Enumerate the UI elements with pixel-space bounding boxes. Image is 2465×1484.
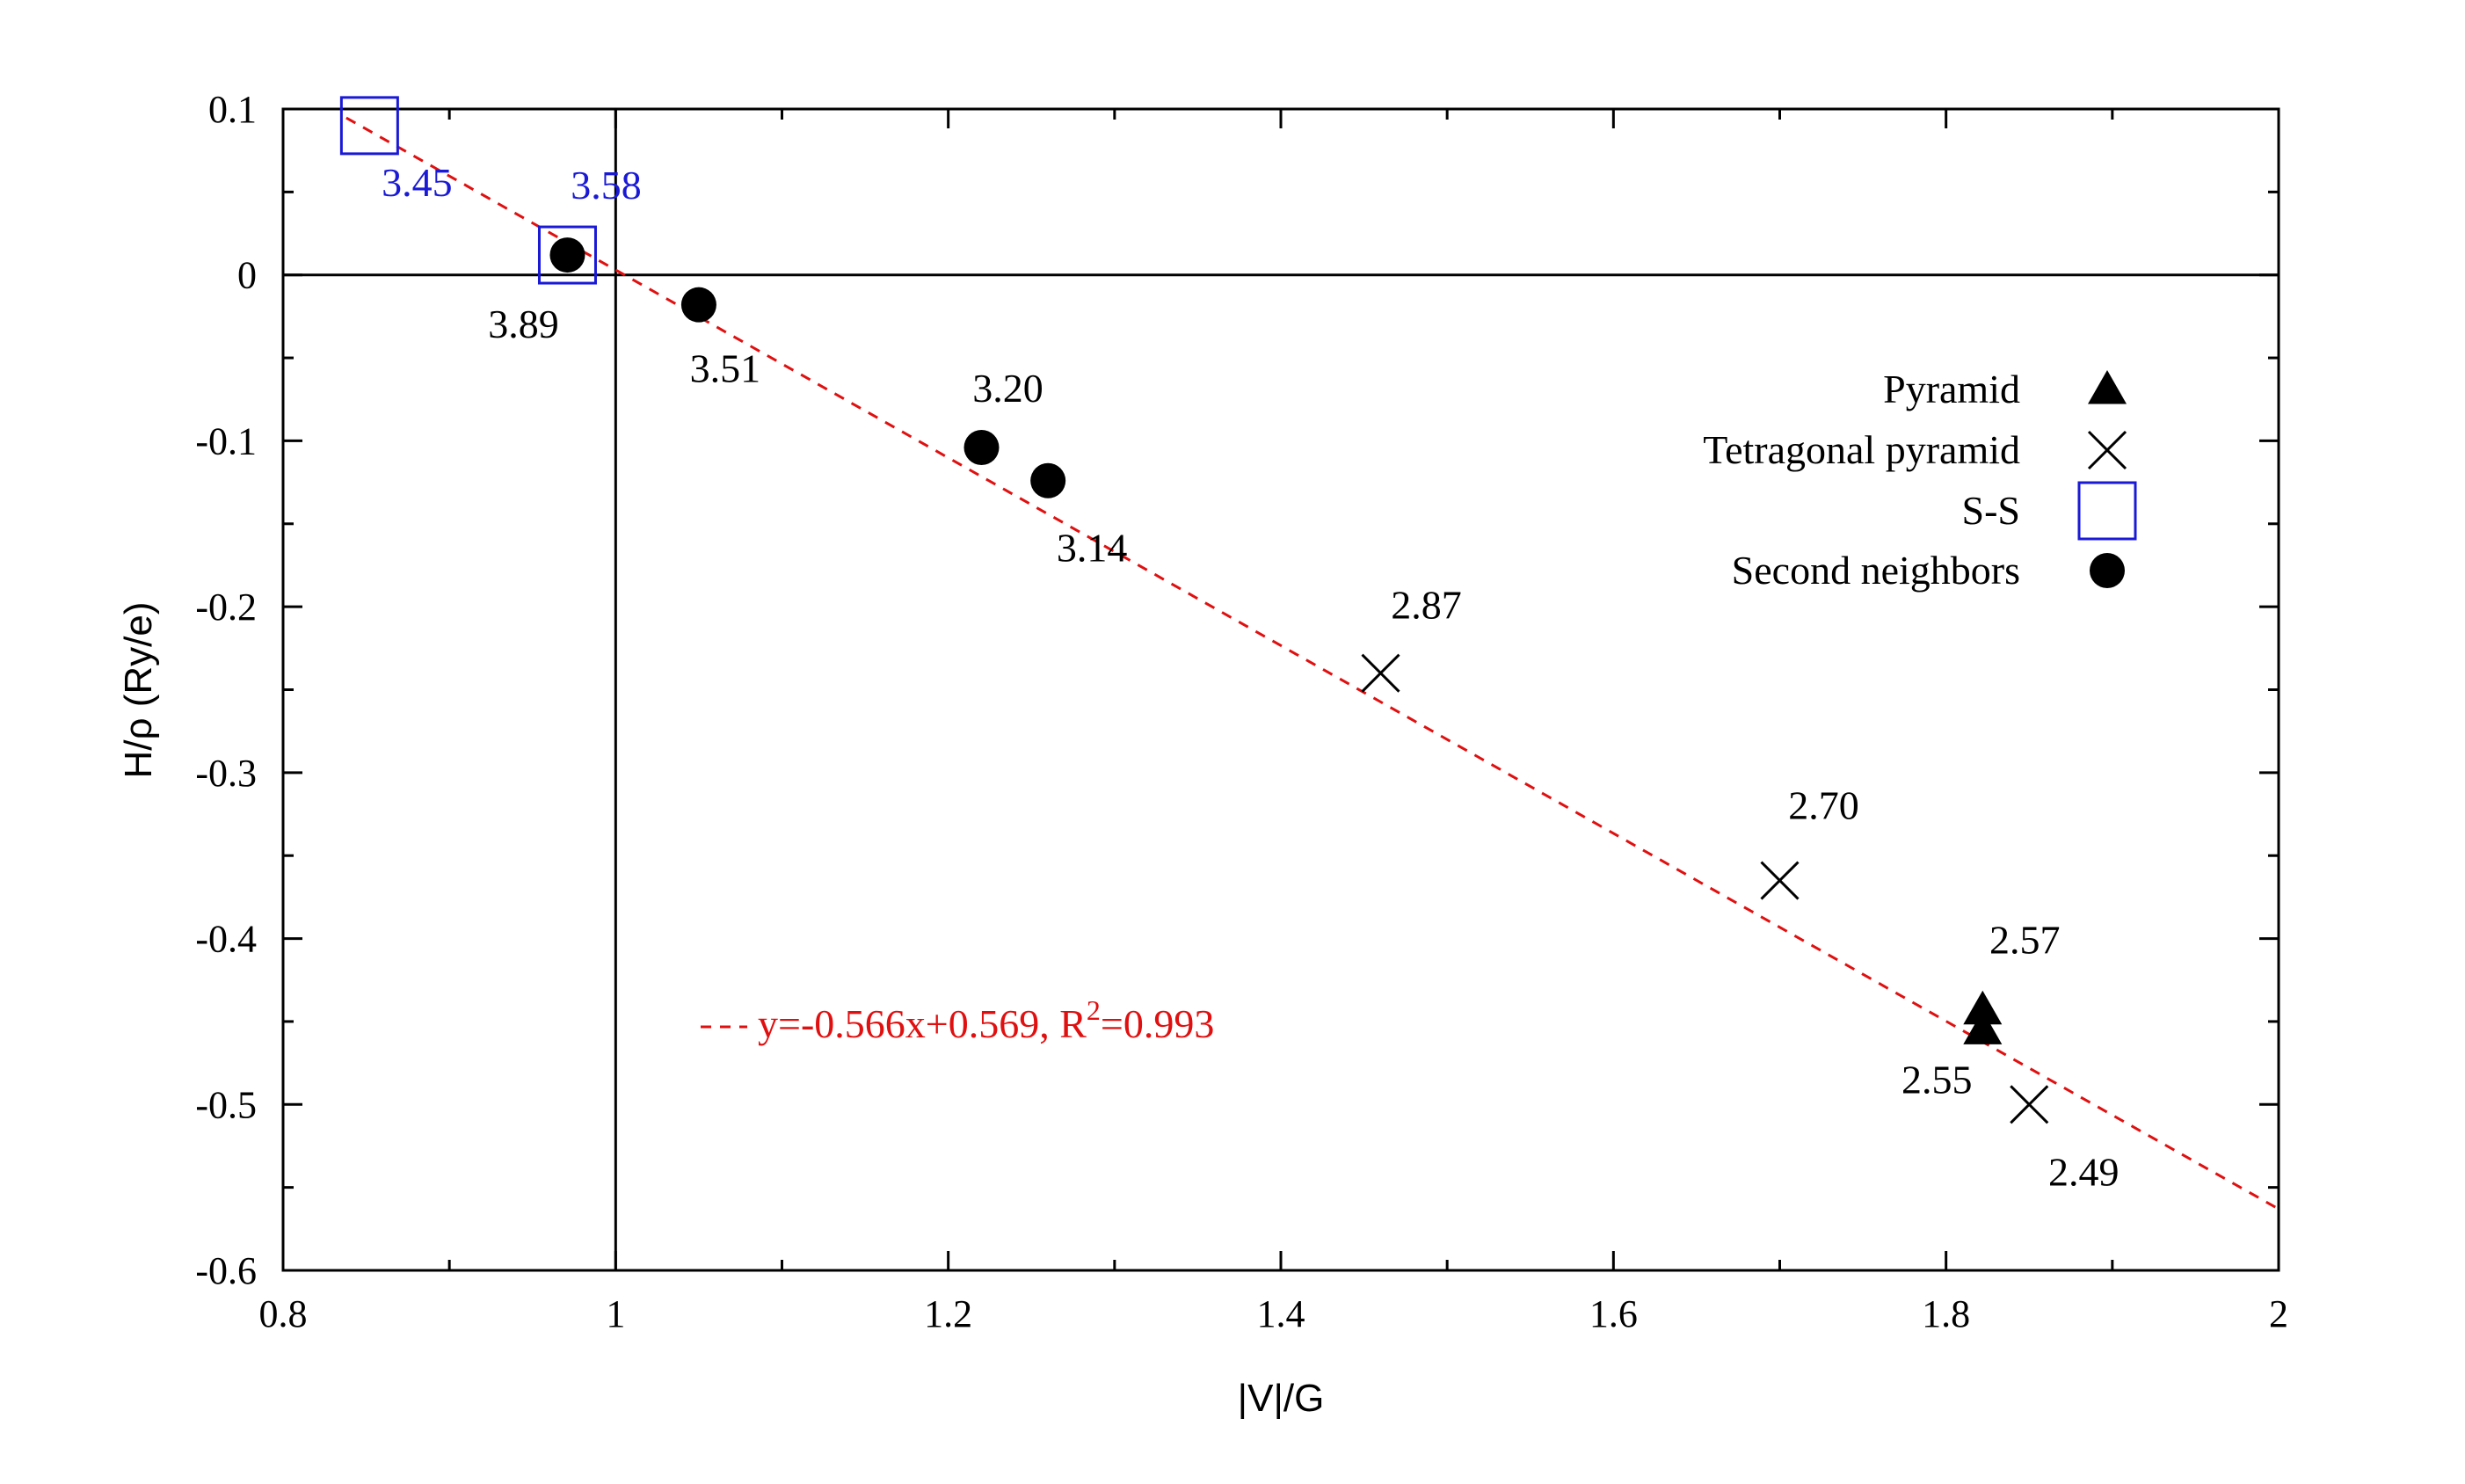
x-tick-label: 1.8 [1922, 1292, 1970, 1335]
data-point-triangle [1963, 1010, 2003, 1044]
legend: Pyramid Tetragonal pyramid S-S Second ne… [1703, 367, 2137, 593]
y-axis-title: H/ρ (Ry/e) [117, 601, 160, 778]
legend-marker-cross [2087, 430, 2127, 470]
x-axis-ticks: 0.8 1 1.2 1.4 1.6 1.8 2 [259, 109, 2288, 1335]
point-label: 3.45 [382, 160, 453, 205]
triangle-marker [2088, 370, 2127, 404]
x-tick-label: 0.8 [259, 1292, 308, 1335]
y-tick-label: -0.5 [195, 1083, 257, 1126]
data-point-cross [1760, 861, 1800, 900]
point-label: 2.55 [1901, 1057, 1973, 1102]
point-label: 3.51 [690, 346, 761, 391]
y-tick-label: 0.1 [208, 88, 257, 131]
data-point-cross [2010, 1085, 2049, 1124]
legend-label-pyramid: Pyramid [1883, 367, 2020, 411]
fit-equation-text: y=-0.566x+0.569, R2=0.993 [758, 994, 1214, 1046]
point-label: 2.70 [1788, 783, 1859, 828]
point-label: 3.89 [488, 302, 559, 346]
reference-lines [283, 109, 2279, 1270]
data-point-square [537, 225, 597, 285]
legend-marker-square [2077, 481, 2137, 541]
cross-marker-stroke [1760, 861, 1800, 900]
point-label: 2.49 [2048, 1149, 2120, 1194]
point-label: 2.87 [1391, 583, 1462, 628]
y-tick-label: -0.2 [195, 586, 257, 629]
triangle-marker [1963, 990, 2003, 1025]
x-axis-title: |V|/G [1238, 1377, 1325, 1420]
point-label: 3.58 [571, 163, 642, 207]
data-point-circle [963, 429, 1000, 465]
data-point-circle [549, 237, 585, 273]
circle-marker [549, 237, 585, 273]
legend-marker-triangle [2088, 370, 2127, 404]
circle-marker [1030, 462, 1066, 498]
circle-marker [2090, 553, 2125, 588]
data-point-triangle [1963, 990, 2003, 1025]
fit-equation-superscript: 2 [1087, 994, 1101, 1026]
fit-equation-suffix: =0.993 [1101, 1001, 1214, 1046]
x-tick-label: 2 [2269, 1292, 2288, 1335]
circle-marker [963, 429, 1000, 465]
y-tick-label: 0 [237, 254, 257, 297]
legend-markers [2077, 370, 2137, 588]
y-tick-label: -0.3 [195, 752, 257, 795]
data-point-circle [680, 287, 716, 323]
data-point-cross [1361, 653, 1400, 693]
fit-line-layer [345, 116, 2280, 1211]
fit-equation-legend: y=-0.566x+0.569, R2=0.993 [701, 994, 1214, 1046]
y-tick-label: -0.6 [195, 1249, 257, 1292]
fit-line [345, 116, 2280, 1211]
data-points-layer [339, 96, 2049, 1124]
legend-label-second-neighbors: Second neighbors [1732, 548, 2020, 593]
data-point-square [339, 96, 399, 156]
square-marker [339, 96, 399, 156]
square-marker [537, 225, 597, 285]
point-label: 3.14 [1057, 526, 1128, 571]
fit-equation-prefix: y=-0.566x+0.569, R [758, 1001, 1087, 1046]
x-tick-label: 1.4 [1257, 1292, 1305, 1335]
cross-marker-stroke [1361, 653, 1400, 693]
data-point-circle [1030, 462, 1066, 498]
triangle-marker [1963, 1010, 2003, 1044]
cross-marker-stroke [2010, 1085, 2049, 1124]
point-label: 3.20 [972, 366, 1043, 411]
cross-marker-stroke [2087, 430, 2127, 470]
y-tick-label: -0.4 [195, 918, 257, 961]
x-tick-label: 1 [606, 1292, 625, 1335]
point-label: 2.57 [1989, 918, 2061, 963]
x-tick-label: 1.2 [924, 1292, 972, 1335]
circle-marker [680, 287, 716, 323]
square-marker [2077, 481, 2137, 541]
y-axis-ticks: 0.1 0 -0.1 -0.2 -0.3 -0.4 -0.5 -0.6 [195, 88, 2279, 1292]
legend-marker-circle [2090, 553, 2125, 588]
point-labels-layer: 3.45 3.58 2.87 2.70 2.49 2.57 2.55 3.89 3.51 3.20… [382, 160, 2119, 1194]
legend-label-tetragonal-pyramid: Tetragonal pyramid [1703, 427, 2020, 472]
legend-label-s-s: S-S [1962, 488, 2020, 533]
x-tick-label: 1.6 [1589, 1292, 1638, 1335]
y-tick-label: -0.1 [195, 419, 257, 462]
